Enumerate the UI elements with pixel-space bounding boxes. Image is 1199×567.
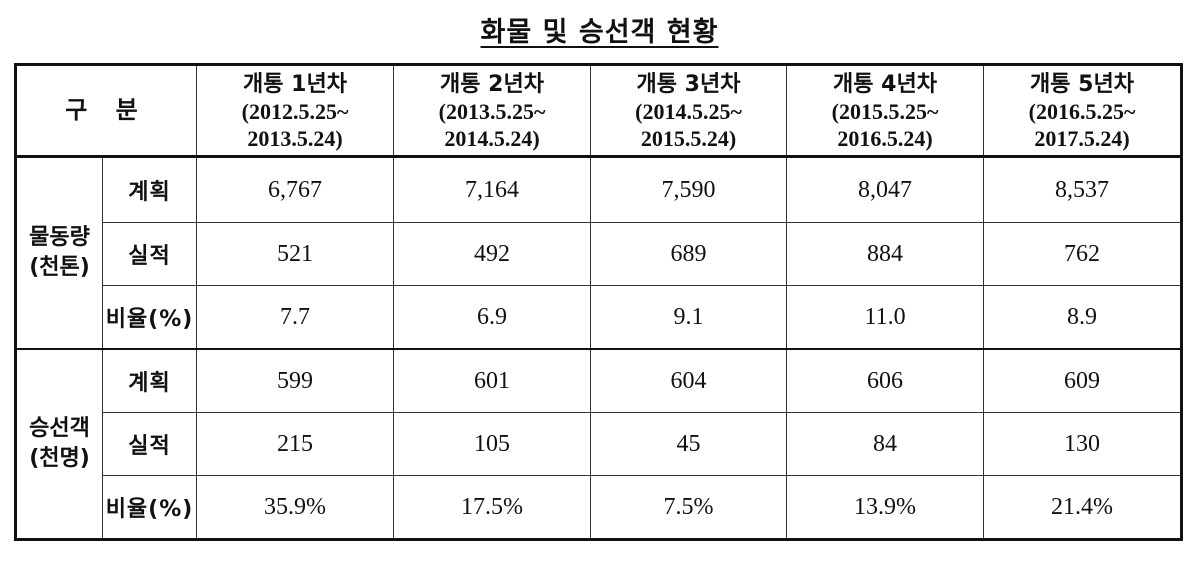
group-unit: (천톤) [29, 255, 90, 280]
cell-value: 8,047 [786, 156, 985, 223]
cell-value: 7,590 [590, 156, 788, 223]
header-period-5: 개통 5년차 (2016.5.25~ 2017.5.24) [983, 64, 1183, 158]
cell-value: 6,767 [196, 156, 395, 223]
cell-value: 17.5% [393, 475, 592, 540]
group-label-passengers: 승선객 (천명) [15, 348, 103, 540]
document-title: 화물 및 승선객 현황 [0, 10, 1199, 49]
cell-value: 689 [590, 222, 788, 286]
period-label: 개통 5년차 [1030, 71, 1134, 97]
table-row: 비율(%) 7.7 6.9 9.1 11.0 8.9 [16, 285, 1183, 350]
period-range-start: (2015.5.25~ [831, 98, 939, 124]
cell-value: 215 [196, 412, 395, 476]
cell-value: 105 [393, 412, 592, 476]
header-period-1: 개통 1년차 (2012.5.25~ 2013.5.24) [196, 64, 395, 158]
cell-value: 8,537 [983, 156, 1183, 223]
cell-value: 9.1 [590, 285, 788, 350]
cell-value: 606 [786, 348, 985, 413]
cell-value: 21.4% [983, 475, 1183, 540]
cell-value: 599 [196, 348, 395, 413]
group-unit: (천명) [29, 446, 90, 471]
period-range-end: 2014.5.24) [444, 125, 540, 151]
row-label: 비율(%) [101, 475, 198, 540]
table-row: 물동량 (천톤) 계획 6,767 7,164 7,590 8,047 8,537 [15, 156, 1183, 350]
cell-value: 604 [590, 348, 788, 413]
cell-value: 609 [983, 348, 1183, 413]
cell-value: 7.7 [196, 285, 395, 350]
header-period-4: 개통 4년차 (2015.5.25~ 2016.5.24) [786, 64, 985, 158]
row-label: 실적 [101, 222, 198, 286]
period-range-end: 2016.5.24) [837, 125, 933, 151]
header-row: 구 분 개통 1년차 (2012.5.25~ 2013.5.24) 개통 2년차 (2… [14, 64, 1183, 158]
header-period-3: 개통 3년차 (2014.5.25~ 2015.5.24) [590, 64, 788, 158]
cell-value: 762 [983, 222, 1183, 286]
period-label: 개통 1년차 [243, 71, 347, 97]
period-range-end: 2017.5.24) [1034, 125, 1130, 151]
status-table: 구 분 개통 1년차 (2012.5.25~ 2013.5.24) 개통 2년차 (2… [14, 63, 1184, 541]
cell-value: 13.9% [786, 475, 985, 540]
row-label: 실적 [101, 412, 198, 476]
cell-value: 6.9 [393, 285, 592, 350]
cell-value: 7,164 [393, 156, 592, 223]
table-row: 비율(%) 35.9% 17.5% 7.5% 13.9% 21.4% [16, 475, 1183, 540]
cell-value: 45 [590, 412, 788, 476]
period-range-end: 2015.5.24) [640, 125, 737, 151]
header-period-2: 개통 2년차 (2013.5.25~ 2014.5.24) [393, 64, 592, 158]
cell-value: 601 [393, 348, 592, 413]
group-label-cargo: 물동량 (천톤) [15, 156, 103, 350]
cell-value: 492 [393, 222, 592, 286]
period-range-start: (2013.5.25~ [438, 98, 546, 124]
row-label: 비율(%) [101, 285, 198, 350]
period-range-start: (2012.5.25~ [241, 98, 349, 124]
title-text: 화물 및 승선객 현황 [480, 17, 719, 48]
table-row: 실적 215 105 45 84 130 [16, 412, 1183, 476]
cell-value: 884 [786, 222, 985, 286]
row-label: 계획 [101, 156, 198, 223]
row-label: 계획 [101, 348, 198, 413]
cell-value: 8.9 [983, 285, 1183, 350]
table-row: 실적 521 492 689 884 762 [16, 222, 1183, 286]
cell-value: 11.0 [786, 285, 985, 350]
header-gubun: 구 분 [14, 64, 198, 158]
period-label: 개통 3년차 [636, 71, 741, 97]
table-row: 승선객 (천명) 계획 599 601 604 606 609 [15, 348, 1183, 540]
cell-value: 84 [786, 412, 985, 476]
cell-value: 7.5% [590, 475, 788, 540]
period-range-start: (2016.5.25~ [1028, 98, 1136, 124]
group-name: 물동량 [29, 225, 90, 250]
period-range-start: (2014.5.25~ [635, 98, 742, 124]
period-label: 개통 2년차 [440, 71, 544, 97]
period-range-end: 2013.5.24) [247, 125, 343, 151]
cell-value: 521 [196, 222, 395, 286]
cell-value: 35.9% [196, 475, 395, 540]
cell-value: 130 [983, 412, 1183, 476]
period-label: 개통 4년차 [833, 71, 937, 97]
group-name: 승선객 [29, 416, 90, 441]
